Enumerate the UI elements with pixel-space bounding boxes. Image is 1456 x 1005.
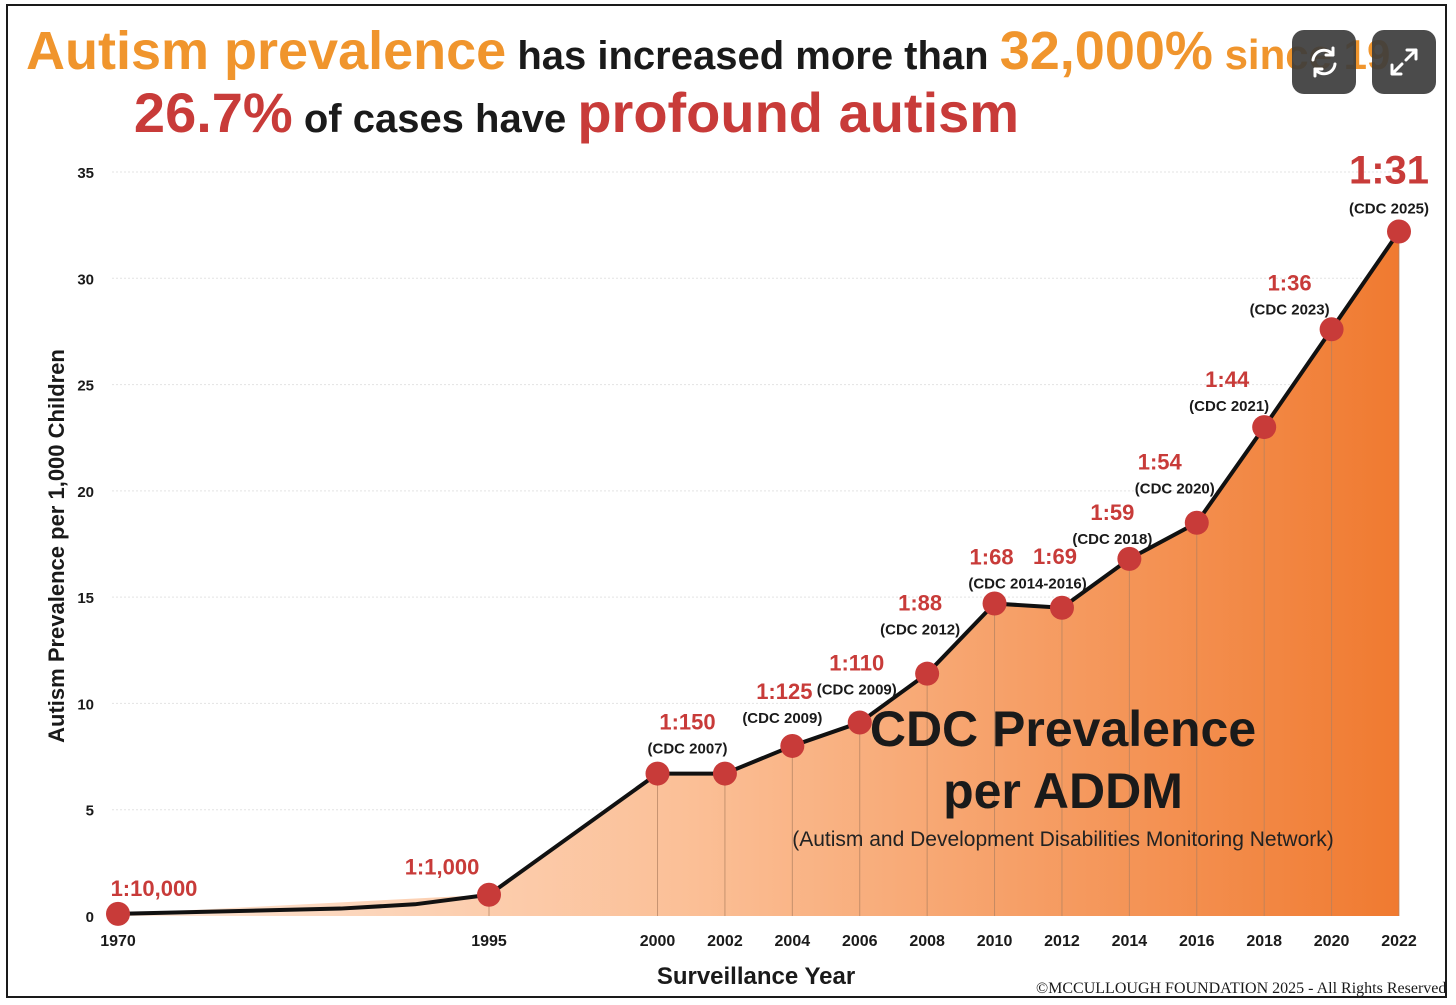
x-tick-label: 2000 [640,933,676,950]
data-point-marker [780,733,805,758]
x-tick-label: 2002 [707,933,743,950]
x-tick-label: 2022 [1381,933,1417,950]
data-point-marker [1319,317,1344,342]
ratio-label: 1:69 [1033,544,1077,569]
data-point-marker [915,661,940,686]
source-label: (CDC 2009) [742,710,822,727]
data-point-marker [982,591,1007,616]
copyright-symbol: © [1036,980,1049,997]
ratio-label: 1:110 [829,651,884,676]
data-point-marker [712,761,737,786]
overlay-subtitle: (Autism and Development Disabilities Mon… [792,828,1334,851]
x-tick-label: 2012 [1044,933,1080,950]
expand-button[interactable] [1372,30,1436,94]
x-tick-label: 2014 [1112,933,1148,950]
x-tick-label: 2004 [775,933,811,950]
copyright-footer: ©MCCULLOUGH FOUNDATION 2025 - All Rights… [1036,980,1447,997]
ratio-label: 1:44 [1205,367,1250,392]
data-point-marker [1117,546,1142,571]
source-label: (CDC 2025) [1349,201,1429,218]
x-axis-ticks: 1970 1995 2000 2002 2004 2006 2008 2010 2012 2014… [100,933,1417,950]
drop-lines [488,231,1400,916]
y-tick-label: 25 [77,378,94,395]
data-markers [106,219,1411,926]
ratio-label: 1:88 [898,591,942,616]
x-tick-label: 2018 [1246,933,1282,950]
data-point-marker [106,901,130,926]
data-point-marker [1184,510,1209,535]
expand-icon [1390,48,1418,76]
ratio-label: 1:150 [659,710,715,735]
ratio-label: 1:59 [1090,500,1134,525]
y-axis-ticks: 0 5 10 15 20 25 30 35 [77,165,94,926]
x-axis-title: Surveillance Year [657,963,855,990]
y-tick-label: 10 [77,696,94,713]
data-point-marker [645,761,670,786]
x-tick-label: 2008 [909,933,945,950]
source-label: (CDC 2018) [1072,531,1152,548]
x-tick-label: 2020 [1314,933,1350,950]
y-tick-label: 35 [77,165,94,182]
y-tick-label: 20 [77,484,94,501]
x-tick-label: 1995 [471,933,507,950]
headline-accent: Autism prevalence [26,21,507,81]
area-fill-path [118,231,1399,916]
y-tick-label: 15 [77,590,94,607]
ratio-label: 1:36 [1268,270,1312,295]
subheadline-percentage: 26.7% [133,81,293,144]
headline-line-2: 26.7% of cases have profound autism [8,80,1295,145]
series-line-path [117,230,1401,916]
data-point-marker [1252,415,1277,440]
series-line [117,230,1401,916]
source-label: (CDC 2009) [817,682,897,699]
chart-frame: Autism prevalence has increased more tha… [6,4,1447,998]
data-point-marker [847,710,872,735]
subheadline-accent: profound autism [577,81,1020,144]
overlay-title-line-1: CDC Prevalence [870,701,1256,757]
source-label: (CDC 2014-2016) [968,576,1086,593]
ratio-label: 1:125 [756,679,812,704]
ratio-label: 1:10,000 [111,876,198,901]
source-label: (CDC 2012) [880,622,960,639]
source-label: (CDC 2021) [1189,398,1269,415]
x-tick-label: 2010 [977,933,1013,950]
ratio-label: 1:1,000 [405,855,480,880]
data-point-marker [1387,219,1411,244]
y-tick-label: 5 [86,803,94,820]
ratio-label: 1:68 [970,545,1014,570]
source-label: (CDC 2023) [1250,301,1330,318]
overlay-title-line-2: per ADDM [943,763,1183,819]
data-point-marker [1049,595,1074,620]
x-tick-label: 2016 [1179,933,1215,950]
y-tick-label: 30 [77,271,94,288]
source-label: (CDC 2007) [648,741,728,758]
y-tick-label: 0 [86,909,94,926]
area-fill [118,231,1399,916]
x-tick-label: 1970 [100,933,136,950]
ratio-label: 1:54 [1138,450,1183,475]
refresh-icon [1311,46,1337,78]
copyright-text: MCCULLOUGH FOUNDATION 2025 - All Rights … [1048,980,1447,997]
headline-percentage: 32,000% [999,21,1213,81]
x-tick-label: 2006 [842,933,878,950]
source-label: (CDC 2020) [1135,481,1215,498]
ratio-label: 1:31 [1349,149,1429,193]
data-point-marker [477,882,501,907]
refresh-button[interactable] [1292,30,1356,94]
y-axis-title: Autism Prevalence per 1,000 Children [44,349,69,743]
subheadline-text: of cases have [292,97,578,141]
headline-text: has increased more than [506,34,1000,78]
prevalence-chart: 0 5 10 15 20 25 30 35 1970 1995 2000 2002 2004 2006 2… [44,149,1429,990]
data-labels: 1:10,000 1:1,000 1:150 (CDC 2007) 1:125 (CDC … [111,149,1429,901]
